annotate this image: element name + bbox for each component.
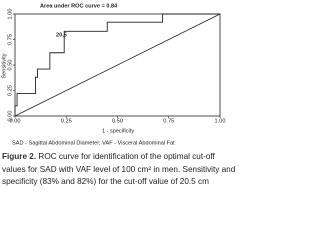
caption-label: Figure 2.: [2, 152, 37, 161]
x-tick-label: 1.00: [215, 118, 226, 124]
y-tick-label: 0.25: [7, 85, 13, 96]
annotation: 20,5: [56, 32, 67, 38]
y-tick-label: 0.00: [7, 111, 13, 122]
caption-text: ROC curve for identification of the opti…: [2, 152, 236, 186]
roc-curve: [14, 13, 220, 116]
caption: Figure 2. ROC curve for identification o…: [2, 151, 240, 189]
reference-line: [14, 13, 221, 117]
chart-title: Area under ROC curve = 0.84: [40, 3, 118, 9]
x-tick-label: 0.00: [10, 118, 21, 124]
y-tick-label: 0.50: [7, 60, 13, 71]
x-tick-label: 0.50: [112, 118, 123, 124]
y-axis-label: Sensitivity: [1, 53, 7, 78]
page: Area under ROC curve = 0.84 1 - specific…: [1, 3, 240, 189]
y-tick-label: 0.75: [7, 34, 13, 45]
x-tick-label: 0.75: [163, 118, 174, 124]
x-axis-label: 1 - specificity: [102, 128, 135, 134]
y-tick-label: 1.00: [7, 9, 13, 20]
x-tick-label: 0.25: [61, 118, 72, 124]
chart: Area under ROC curve = 0.84 1 - specific…: [1, 3, 226, 146]
footnote: SAD - Sagittal Abdominal Diameter; VAF -…: [12, 140, 175, 146]
